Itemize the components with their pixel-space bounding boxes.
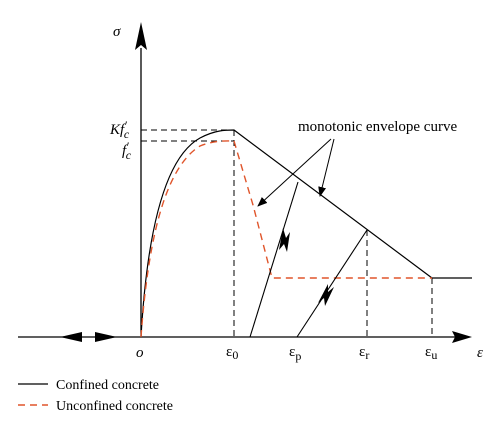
envelope-annotation: monotonic envelope curve bbox=[298, 119, 457, 135]
y-axis-symbol: σ bbox=[113, 24, 121, 40]
origin-label: o bbox=[136, 345, 144, 361]
y-axis-arrowhead bbox=[135, 22, 147, 50]
reload-arrow-2 bbox=[318, 284, 334, 306]
confined-peak-label: Kf′ c bbox=[109, 118, 130, 141]
reload-line-2 bbox=[296, 229, 368, 338]
strain-label-eps0: ε0 bbox=[226, 344, 238, 362]
unconfined-peak-label: f′ c bbox=[122, 139, 132, 162]
x-axis-arrowhead bbox=[452, 331, 472, 343]
left-direction-arrow bbox=[60, 332, 82, 342]
strain-label-epsr: εr bbox=[359, 344, 369, 362]
confined-envelope-curve bbox=[140, 129, 472, 338]
annotation-leader-left bbox=[257, 138, 332, 207]
x-axis-symbol: ε bbox=[477, 345, 483, 361]
right-direction-arrow bbox=[95, 332, 117, 342]
reload-line-1 bbox=[249, 181, 299, 338]
legend-unconfined-label: Unconfined concrete bbox=[56, 399, 173, 414]
annotation-leader-right bbox=[318, 138, 335, 197]
strain-label-epsp: εp bbox=[289, 344, 301, 363]
strain-label-epsu: εu bbox=[425, 344, 437, 362]
legend-confined-label: Confined concrete bbox=[56, 378, 159, 393]
reload-arrow-1 bbox=[279, 228, 290, 252]
unconfined-envelope-curve bbox=[140, 140, 432, 338]
